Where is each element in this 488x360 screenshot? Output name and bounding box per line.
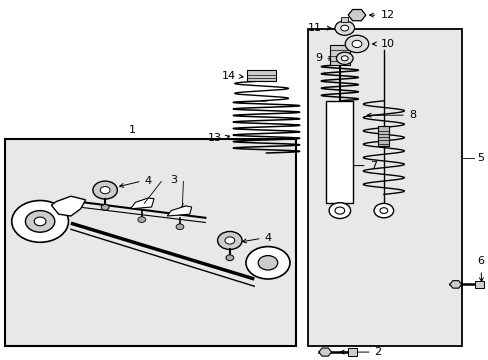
Polygon shape [167,206,191,216]
Text: 3: 3 [170,175,177,185]
Circle shape [217,231,242,249]
Text: 2: 2 [374,347,381,357]
Circle shape [138,217,145,222]
Bar [5,139,295,346]
Bar [246,70,276,81]
Bar [329,45,349,65]
Bar [378,126,388,146]
Bar [347,348,357,356]
Polygon shape [51,196,85,216]
Circle shape [34,217,46,226]
Text: 1: 1 [128,125,135,135]
Circle shape [93,181,117,199]
Circle shape [334,207,344,214]
Circle shape [373,203,393,218]
Circle shape [100,186,110,194]
Text: 11: 11 [307,23,322,33]
Circle shape [245,247,289,279]
Text: 9: 9 [314,53,322,63]
Text: 12: 12 [380,10,394,20]
Text: 4: 4 [144,176,152,186]
Circle shape [101,204,109,210]
Text: 10: 10 [380,39,394,49]
Bar [326,101,352,203]
Circle shape [176,224,183,230]
Circle shape [224,237,234,244]
Circle shape [345,35,368,53]
Bar [307,29,461,346]
Circle shape [351,40,361,48]
Text: 8: 8 [408,110,415,120]
Bar [474,281,483,288]
Circle shape [334,21,354,35]
Circle shape [258,256,277,270]
Circle shape [336,52,352,64]
Circle shape [341,56,347,61]
Circle shape [340,25,348,31]
Text: 7: 7 [369,161,376,171]
Text: 5: 5 [476,153,483,163]
Circle shape [12,201,68,242]
Circle shape [25,211,55,232]
Circle shape [328,203,350,219]
Text: 13: 13 [207,132,222,143]
Bar [341,17,347,22]
Polygon shape [130,198,154,209]
Text: 6: 6 [477,256,484,266]
Text: 4: 4 [264,233,271,243]
Circle shape [225,255,233,261]
Circle shape [379,208,387,213]
Text: 14: 14 [221,71,235,81]
